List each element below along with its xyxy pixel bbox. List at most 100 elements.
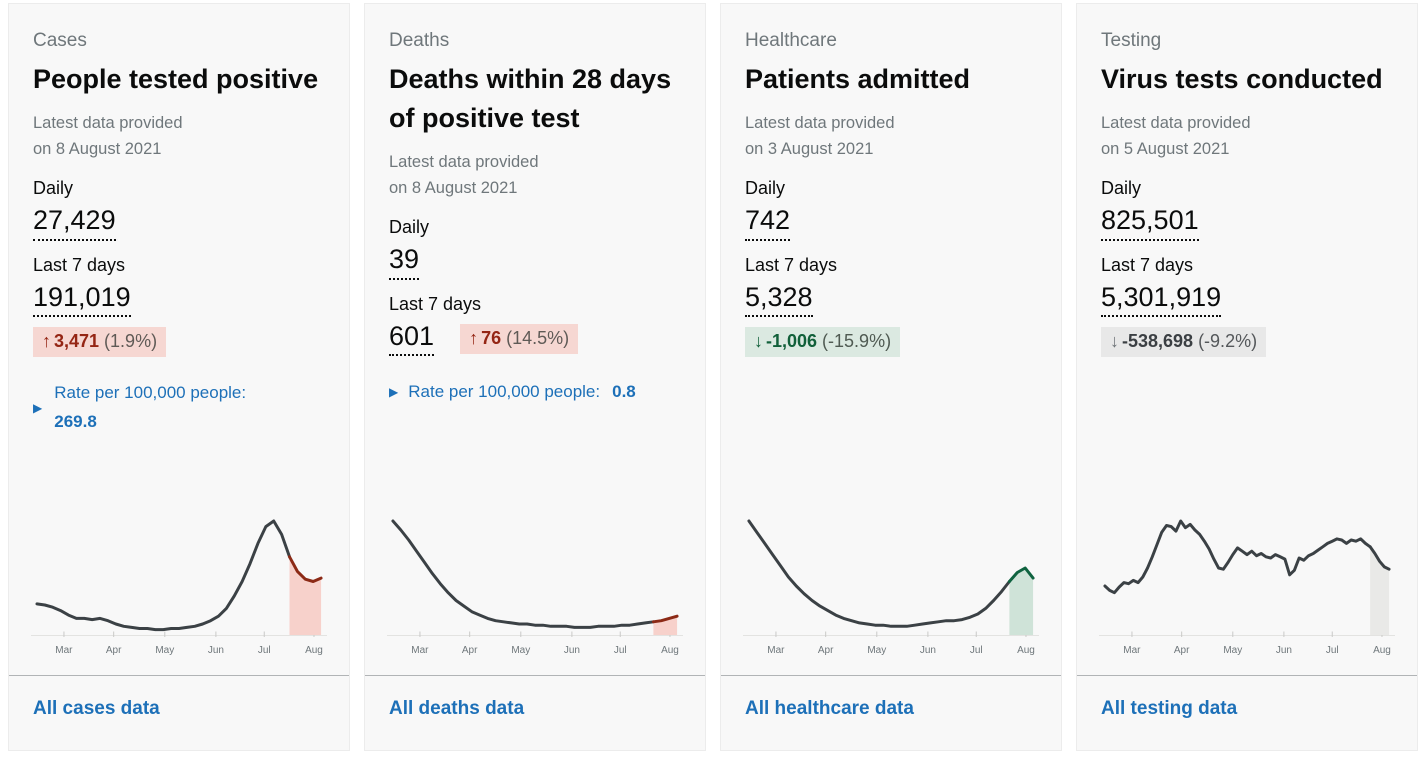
week-value: 5,301,919 bbox=[1101, 282, 1222, 317]
week-value: 5,328 bbox=[745, 282, 813, 317]
card-title: People tested positive bbox=[33, 64, 319, 94]
week-value: 191,019 bbox=[33, 282, 131, 317]
sparkline-svg bbox=[1099, 519, 1395, 637]
latest-data-caption: Latest data provided on 3 August 2021 bbox=[745, 111, 1037, 162]
sparkline-line bbox=[391, 519, 655, 629]
change-percent: (14.5%) bbox=[506, 327, 570, 348]
axis-label: Mar bbox=[55, 645, 73, 656]
summary-card-testing: Testing Virus tests conducted Latest dat… bbox=[1076, 3, 1418, 751]
card-title: Deaths within 28 days of positive test bbox=[389, 64, 672, 134]
daily-value: 27,429 bbox=[33, 206, 116, 241]
latest-data-line1: Latest data provided bbox=[33, 114, 183, 133]
card-body: Healthcare Patients admitted Latest data… bbox=[721, 4, 1061, 371]
axis-label: Aug bbox=[1373, 645, 1391, 656]
up-arrow-icon: ↑ bbox=[42, 330, 51, 351]
latest-data-line1: Latest data provided bbox=[389, 153, 539, 172]
sparkline-svg bbox=[743, 519, 1039, 637]
summary-card-deaths: Deaths Deaths within 28 days of positive… bbox=[364, 3, 706, 751]
testing-sparkline: Mar Apr May Jun Jul Aug bbox=[1077, 507, 1417, 661]
sparkline-x-axis: Mar Apr May Jun Jul Aug bbox=[1099, 645, 1395, 661]
sparkline-x-axis: Mar Apr May Jun Jul Aug bbox=[743, 645, 1039, 661]
rate-disclosure[interactable]: ▶ Rate per 100,000 people: 269.8 bbox=[33, 383, 325, 432]
sparkline-highlight-band bbox=[653, 616, 678, 635]
axis-label: Apr bbox=[817, 645, 834, 656]
sparkline-highlight-band bbox=[289, 556, 322, 635]
week-label: Last 7 days bbox=[389, 293, 482, 314]
week-metric: Last 7 days 5,301,919 ↓ -538,698 (-9.2%) bbox=[1101, 255, 1393, 358]
change-value: 3,471 bbox=[54, 330, 100, 351]
deaths-sparkline: Mar Apr May Jun Jul Aug bbox=[365, 507, 705, 661]
axis-label: Aug bbox=[1017, 645, 1035, 656]
week-label: Last 7 days bbox=[33, 254, 126, 275]
daily-label: Daily bbox=[33, 178, 74, 199]
change-percent: (1.9%) bbox=[104, 330, 158, 351]
card-body: Deaths Deaths within 28 days of positive… bbox=[365, 4, 705, 402]
week-metric: Last 7 days 601 ↑ 76 (14.5%) bbox=[389, 293, 681, 357]
sparkline-highlight-band bbox=[1009, 568, 1034, 635]
healthcare-sparkline: Mar Apr May Jun Jul Aug bbox=[721, 507, 1061, 661]
card-footer: All testing data bbox=[1077, 675, 1417, 750]
sparkline-highlight-line bbox=[288, 555, 323, 583]
rate-label: Rate per 100,000 people: bbox=[54, 383, 247, 403]
axis-label: Mar bbox=[767, 645, 785, 656]
daily-value: 39 bbox=[389, 245, 420, 280]
daily-metric: Daily 39 bbox=[389, 217, 681, 280]
axis-label: May bbox=[867, 645, 887, 656]
week-label: Last 7 days bbox=[1101, 254, 1194, 275]
all-cases-data-link[interactable]: All cases data bbox=[33, 698, 160, 719]
card-title: Virus tests conducted bbox=[1101, 64, 1383, 94]
daily-metric: Daily 742 bbox=[745, 178, 1037, 241]
axis-label: May bbox=[155, 645, 175, 656]
latest-data-line2: on 3 August 2021 bbox=[745, 139, 874, 158]
axis-label: Mar bbox=[1123, 645, 1141, 656]
cases-sparkline: Mar Apr May Jun Jul Aug bbox=[9, 507, 349, 661]
category-label: Cases bbox=[33, 30, 87, 51]
sparkline-line bbox=[747, 519, 1011, 628]
sparkline-highlight-line bbox=[1007, 566, 1035, 583]
sparkline-x-axis: Mar Apr May Jun Jul Aug bbox=[31, 645, 327, 661]
week-value: 601 bbox=[389, 321, 435, 357]
axis-label: May bbox=[511, 645, 531, 656]
daily-label: Daily bbox=[1101, 178, 1142, 199]
week-metric: Last 7 days 191,019 ↑ 3,471 (1.9%) bbox=[33, 255, 325, 358]
change-value: -1,006 bbox=[766, 330, 818, 351]
card-footer: All healthcare data bbox=[721, 675, 1061, 750]
rate-value: 0.8 bbox=[612, 382, 636, 402]
daily-metric: Daily 825,501 bbox=[1101, 178, 1393, 241]
change-badge: ↑ 3,471 (1.9%) bbox=[33, 326, 167, 358]
all-testing-data-link[interactable]: All testing data bbox=[1101, 698, 1238, 719]
sparkline-svg bbox=[31, 519, 327, 637]
rate-disclosure[interactable]: ▶ Rate per 100,000 people: 0.8 bbox=[389, 382, 681, 402]
daily-value: 742 bbox=[745, 206, 791, 241]
sparkline-x-axis: Mar Apr May Jun Jul Aug bbox=[387, 645, 683, 661]
latest-data-line1: Latest data provided bbox=[745, 114, 895, 133]
all-deaths-data-link[interactable]: All deaths data bbox=[389, 698, 525, 719]
axis-label: Jun bbox=[919, 645, 936, 656]
daily-value: 825,501 bbox=[1101, 206, 1199, 241]
sparkline-line bbox=[35, 519, 291, 632]
card-footer: All deaths data bbox=[365, 675, 705, 750]
sparkline-highlight-line bbox=[1368, 545, 1391, 571]
daily-label: Daily bbox=[745, 178, 786, 199]
down-arrow-icon: ↓ bbox=[754, 330, 763, 351]
axis-label: Jun bbox=[1275, 645, 1292, 656]
latest-data-line2: on 8 August 2021 bbox=[33, 139, 162, 158]
category-label: Testing bbox=[1101, 30, 1162, 51]
sparkline-line bbox=[1103, 519, 1372, 595]
axis-label: Aug bbox=[305, 645, 323, 656]
sparkline-svg bbox=[387, 519, 683, 637]
latest-data-line2: on 5 August 2021 bbox=[1101, 139, 1230, 158]
disclosure-triangle-icon: ▶ bbox=[389, 385, 399, 400]
axis-label: Jul bbox=[257, 645, 271, 656]
card-title: Patients admitted bbox=[745, 64, 971, 94]
axis-label: Aug bbox=[661, 645, 679, 656]
axis-label: Jul bbox=[613, 645, 627, 656]
all-healthcare-data-link[interactable]: All healthcare data bbox=[745, 698, 914, 719]
summary-card-cases: Cases People tested positive Latest data… bbox=[8, 3, 350, 751]
category-label: Deaths bbox=[389, 30, 450, 51]
latest-data-line1: Latest data provided bbox=[1101, 114, 1251, 133]
week-label: Last 7 days bbox=[745, 254, 838, 275]
axis-label: Apr bbox=[461, 645, 478, 656]
daily-metric: Daily 27,429 bbox=[33, 178, 325, 241]
